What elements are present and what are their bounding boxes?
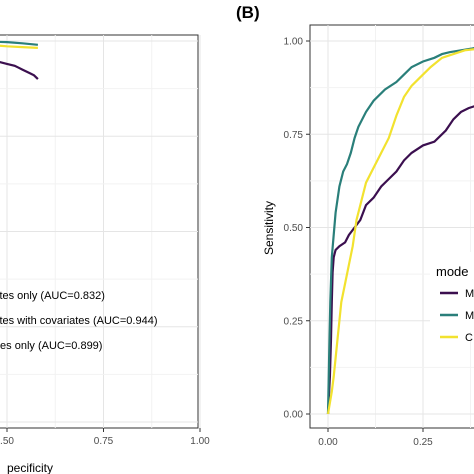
panel-b-y-tick-label: 0.50 xyxy=(284,223,304,234)
panel-a: .50 0.75 1.00 pecificity ites only (AUC=0.83… xyxy=(0,34,210,474)
panel-a-x-tick-label: 0.75 xyxy=(94,436,114,447)
panel-b-y-tick-label: 1.00 xyxy=(284,37,304,48)
panel-a-legend-entry: ites with covariates (AUC=0.944) xyxy=(0,315,157,327)
panel-b-series-3-line xyxy=(326,48,474,415)
panel-a-legend-entry: tes only (AUC=0.899) xyxy=(0,340,102,352)
panel-a-x-tick-label: 1.00 xyxy=(190,436,210,447)
panel-a-series-2-line xyxy=(0,40,39,46)
panel-b-x-tick-label: 0.25 xyxy=(413,437,433,448)
panel-b-y-tick-label: 0.25 xyxy=(284,316,304,327)
panel-b-legend-title: mode xyxy=(436,264,469,279)
panel-b-x-tick-label: 0.00 xyxy=(318,437,338,448)
panel-b-legend-entry: M xyxy=(465,288,474,300)
panel-b-legend-entry: M xyxy=(465,310,474,322)
panel-b-y-tick-label: 0.00 xyxy=(284,410,304,421)
panel-b-label: (B) xyxy=(236,3,260,22)
panel-b-y-axis-label: Sensitivity xyxy=(262,201,276,255)
panel-b-frame xyxy=(309,24,474,429)
panel-a-x-axis-label: pecificity xyxy=(7,461,53,474)
panel-b: 0.00 0.25 0.50 0.75 1.00 0.00 0.25 Sensitivity m… xyxy=(262,24,474,448)
panel-a-legend-entry: ites only (AUC=0.832) xyxy=(0,290,105,302)
panel-b-series-1-line xyxy=(326,105,474,415)
panel-b-series-2-line xyxy=(326,46,474,415)
panel-a-series-1-line xyxy=(0,61,39,80)
panel-b-y-tick-label: 0.75 xyxy=(284,130,304,141)
panel-a-x-tick-label: .50 xyxy=(0,436,14,447)
panel-a-series-3-line xyxy=(0,44,38,49)
panel-b-legend-entry: C xyxy=(465,332,473,344)
